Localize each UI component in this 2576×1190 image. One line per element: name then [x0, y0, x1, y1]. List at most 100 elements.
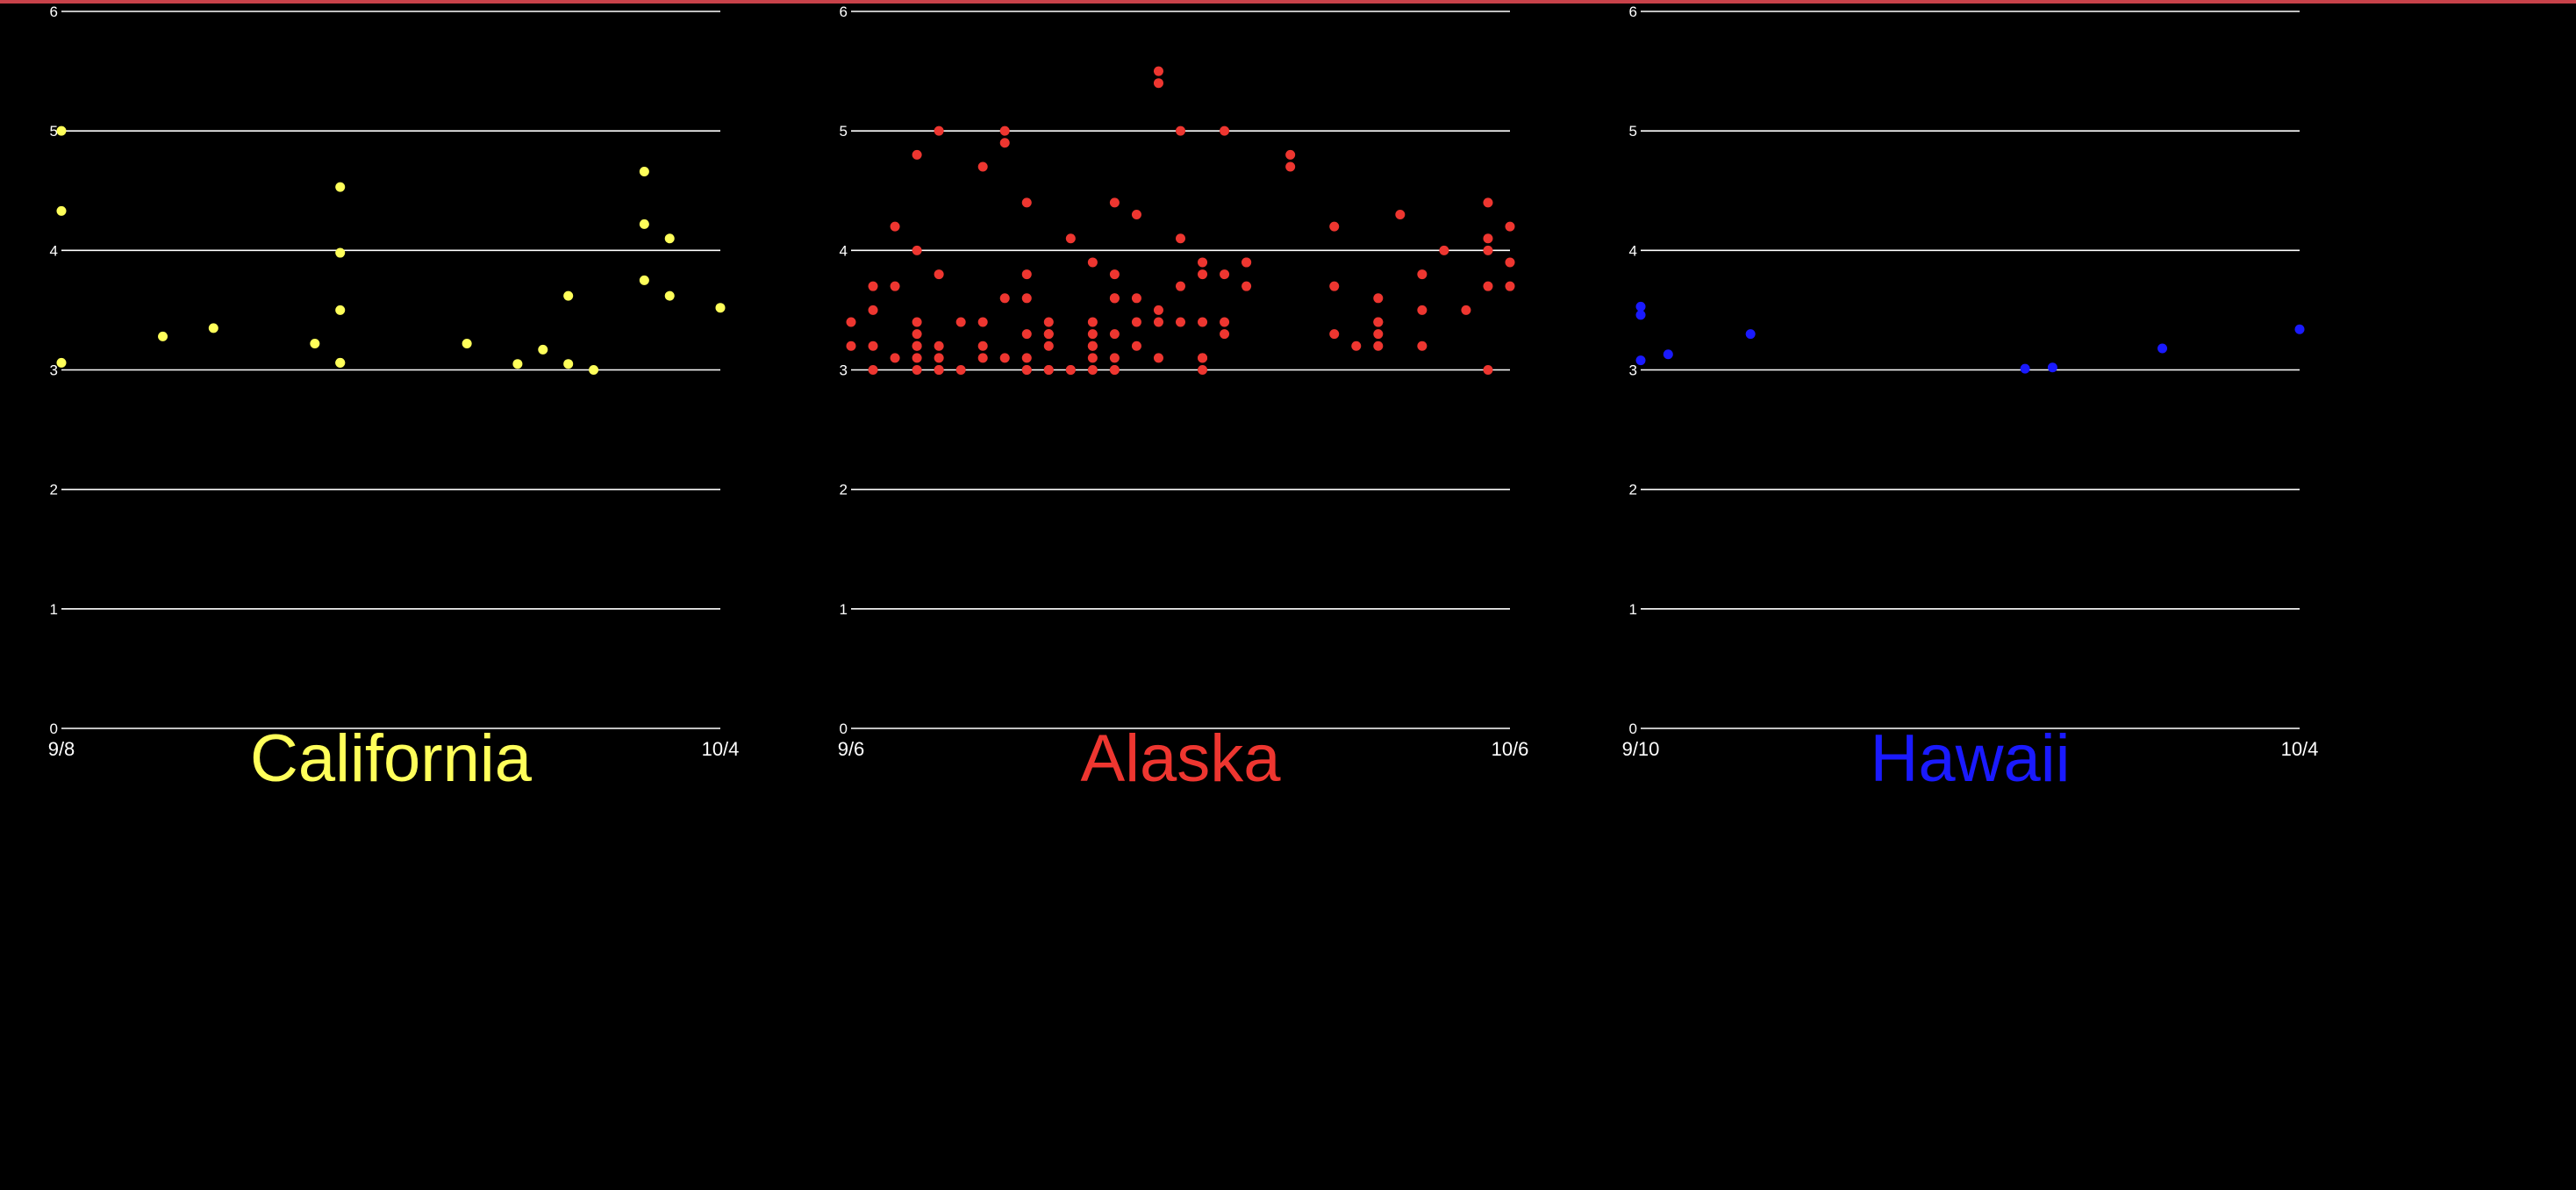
data-point	[56, 205, 67, 216]
y-tick-label: 3	[840, 362, 848, 379]
data-point	[664, 290, 675, 301]
top-accent-bar	[0, 0, 2576, 4]
data-point	[890, 281, 900, 291]
data-point	[1043, 341, 1054, 351]
data-point	[1021, 329, 1032, 340]
data-point	[1198, 317, 1208, 327]
data-point	[1131, 341, 1141, 351]
data-point	[912, 317, 922, 327]
y-tick-label: 3	[1629, 362, 1637, 379]
data-point	[934, 365, 944, 375]
data-point	[1417, 341, 1428, 351]
y-tick-label: 5	[1629, 123, 1637, 140]
data-point	[1087, 257, 1098, 268]
data-point	[868, 281, 878, 291]
chart-title-alaska: Alaska	[1080, 721, 1281, 796]
data-point	[1065, 365, 1076, 375]
data-point	[912, 365, 922, 375]
data-point	[1087, 365, 1098, 375]
data-point	[868, 305, 878, 315]
data-point	[1417, 269, 1428, 280]
data-point	[977, 317, 988, 327]
data-point	[1241, 257, 1252, 268]
data-point	[1021, 269, 1032, 280]
data-point	[977, 161, 988, 172]
data-point	[934, 125, 944, 136]
data-point	[977, 341, 988, 351]
data-point	[1153, 66, 1163, 76]
y-tick-label: 0	[1629, 720, 1637, 737]
data-point	[1329, 221, 1340, 232]
x-tick-label: 10/6	[1492, 738, 1529, 760]
data-point	[846, 341, 856, 351]
data-point	[1109, 269, 1120, 280]
data-point	[1109, 353, 1120, 363]
data-point	[912, 149, 922, 160]
data-point	[999, 125, 1010, 136]
data-point	[639, 275, 649, 285]
data-point	[912, 245, 922, 255]
data-point	[1417, 305, 1428, 315]
data-point	[1198, 269, 1208, 280]
data-point	[1021, 293, 1032, 304]
data-point	[1220, 269, 1230, 280]
data-point	[1176, 125, 1185, 136]
data-point	[538, 344, 548, 355]
data-point	[1285, 149, 1296, 160]
data-point	[1329, 281, 1340, 291]
data-point	[1439, 245, 1449, 255]
data-point	[868, 341, 878, 351]
y-tick-label: 1	[840, 601, 848, 618]
data-point	[335, 357, 346, 368]
data-point	[1176, 281, 1185, 291]
data-point	[1483, 245, 1493, 255]
data-point	[1329, 329, 1340, 340]
data-point	[846, 317, 856, 327]
data-point	[1483, 197, 1493, 208]
y-tick-label: 1	[50, 601, 58, 618]
data-point	[1131, 317, 1141, 327]
data-point	[1483, 233, 1493, 244]
x-tick-label: 9/10	[1622, 738, 1660, 760]
data-point	[1241, 281, 1252, 291]
data-point	[56, 357, 67, 368]
data-point	[1745, 329, 1756, 340]
data-point	[1635, 310, 1646, 320]
y-tick-label: 0	[840, 720, 848, 737]
data-point	[1505, 221, 1515, 232]
data-point	[1198, 365, 1208, 375]
data-point	[1373, 293, 1384, 304]
x-tick-label: 9/8	[48, 738, 75, 760]
y-tick-label: 3	[50, 362, 58, 379]
data-point	[335, 182, 346, 192]
data-point	[2047, 362, 2057, 373]
data-point	[1153, 78, 1163, 89]
data-point	[1109, 329, 1120, 340]
data-point	[1087, 341, 1098, 351]
data-point	[868, 365, 878, 375]
data-point	[208, 323, 218, 333]
data-point	[1109, 197, 1120, 208]
data-point	[1043, 329, 1054, 340]
chart-title-hawaii: Hawaii	[1870, 721, 2070, 796]
y-tick-label: 0	[50, 720, 58, 737]
data-point	[1635, 301, 1646, 312]
data-point	[1176, 317, 1185, 327]
data-point	[1153, 353, 1163, 363]
y-tick-label: 2	[1629, 482, 1637, 498]
data-point	[639, 219, 649, 229]
data-point	[1153, 317, 1163, 327]
data-point	[999, 353, 1010, 363]
y-tick-label: 4	[1629, 242, 1637, 259]
data-point	[1109, 293, 1120, 304]
data-point	[1351, 341, 1362, 351]
data-point	[1635, 355, 1646, 366]
data-point	[1373, 341, 1384, 351]
x-tick-label: 9/6	[838, 738, 865, 760]
data-point	[1373, 329, 1384, 340]
data-point	[999, 293, 1010, 304]
data-point	[955, 365, 966, 375]
